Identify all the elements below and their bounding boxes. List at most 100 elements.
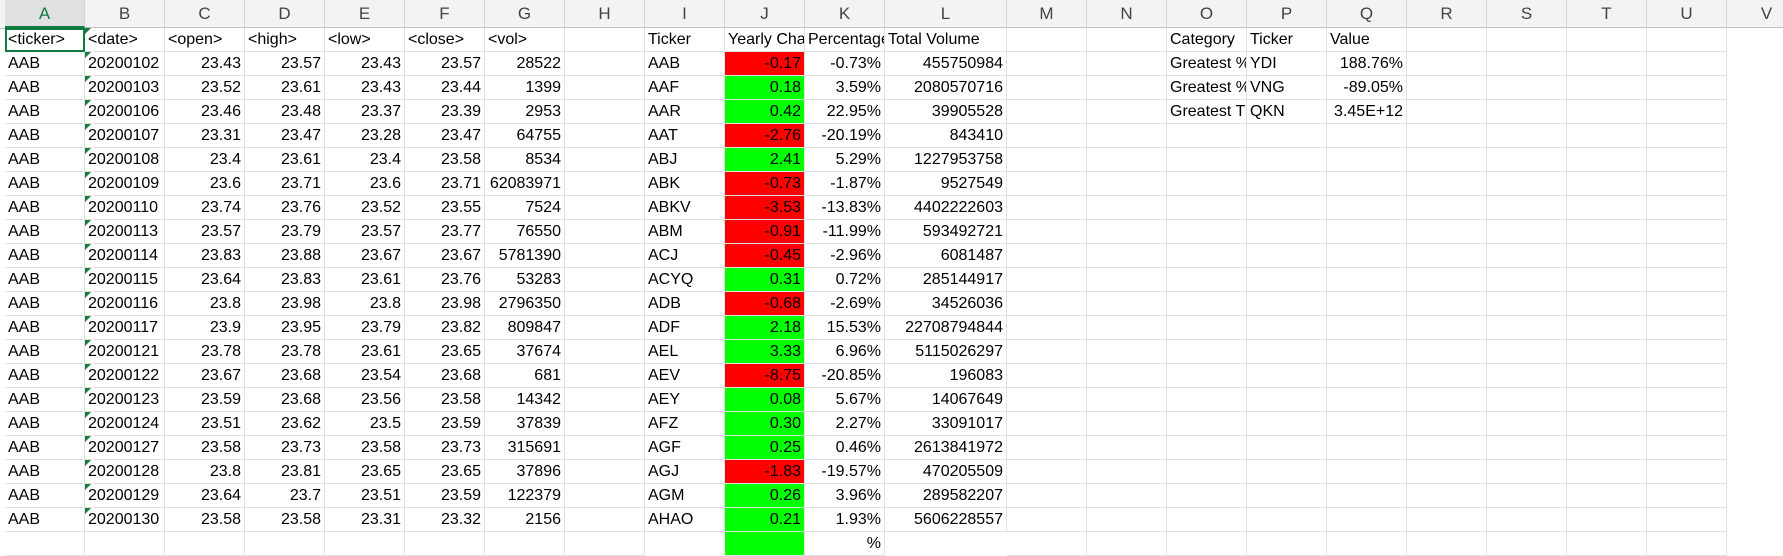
- price-cell[interactable]: 5781390: [485, 244, 565, 268]
- empty-cell[interactable]: [1647, 484, 1727, 508]
- price-cell[interactable]: 23.65: [405, 460, 485, 484]
- price-cell[interactable]: 62083971: [485, 172, 565, 196]
- summary-ticker-cell[interactable]: AGJ: [645, 460, 725, 484]
- price-cell[interactable]: 23.67: [165, 364, 245, 388]
- empty-cell[interactable]: [1487, 532, 1567, 556]
- ticker-cell[interactable]: AAB: [5, 76, 85, 100]
- empty-cell[interactable]: [1327, 364, 1407, 388]
- empty-cell[interactable]: [1247, 316, 1327, 340]
- total-volume-cell[interactable]: 6081487: [885, 244, 1007, 268]
- empty-cell[interactable]: [1167, 292, 1247, 316]
- price-cell[interactable]: 23.8: [165, 292, 245, 316]
- price-cell[interactable]: 8534: [485, 148, 565, 172]
- summary-header-cell[interactable]: Total Volume: [885, 28, 1007, 52]
- empty-cell[interactable]: [1407, 52, 1487, 76]
- empty-cell[interactable]: [1487, 124, 1567, 148]
- empty-cell[interactable]: [1007, 196, 1087, 220]
- price-cell[interactable]: 23.48: [245, 100, 325, 124]
- total-volume-cell[interactable]: 2613841972: [885, 436, 1007, 460]
- empty-cell[interactable]: [1327, 244, 1407, 268]
- price-cell[interactable]: 23.68: [245, 388, 325, 412]
- price-cell[interactable]: 14342: [485, 388, 565, 412]
- ticker-cell[interactable]: AAB: [5, 196, 85, 220]
- price-cell[interactable]: 23.61: [245, 148, 325, 172]
- price-cell[interactable]: 23.71: [245, 172, 325, 196]
- empty-cell[interactable]: [1007, 124, 1087, 148]
- ticker-cell[interactable]: AAB: [5, 268, 85, 292]
- empty-cell[interactable]: [165, 532, 245, 556]
- price-cell[interactable]: 23.73: [245, 436, 325, 460]
- price-cell[interactable]: 23.83: [245, 268, 325, 292]
- price-cell[interactable]: 2156: [485, 508, 565, 532]
- price-cell[interactable]: 2796350: [485, 292, 565, 316]
- empty-cell[interactable]: [1247, 364, 1327, 388]
- empty-cell[interactable]: [1327, 124, 1407, 148]
- summary-ticker-cell[interactable]: AAF: [645, 76, 725, 100]
- empty-cell[interactable]: [1567, 508, 1647, 532]
- summary-ticker-cell[interactable]: ABK: [645, 172, 725, 196]
- price-cell[interactable]: 23.58: [165, 508, 245, 532]
- column-header-o[interactable]: O: [1167, 0, 1247, 28]
- price-cell[interactable]: 23.9: [165, 316, 245, 340]
- total-volume-cell[interactable]: 22708794844: [885, 316, 1007, 340]
- summary-ticker-cell[interactable]: AAB: [645, 52, 725, 76]
- empty-cell[interactable]: [1487, 196, 1567, 220]
- empty-cell[interactable]: [1567, 484, 1647, 508]
- price-cell[interactable]: 23.57: [325, 220, 405, 244]
- yearly-change-cell[interactable]: 0.30: [725, 412, 805, 436]
- empty-cell[interactable]: [1567, 532, 1647, 556]
- price-cell[interactable]: 23.71: [405, 172, 485, 196]
- empty-cell[interactable]: [85, 532, 165, 556]
- summary-header-cell[interactable]: Yearly Cha: [725, 28, 805, 52]
- percent-change-cell[interactable]: 22.95%: [805, 100, 885, 124]
- header-cell[interactable]: <high>: [245, 28, 325, 52]
- empty-cell[interactable]: [1087, 436, 1167, 460]
- empty-cell[interactable]: [1007, 28, 1087, 52]
- summary-ticker-cell[interactable]: ABJ: [645, 148, 725, 172]
- empty-cell[interactable]: [1247, 196, 1327, 220]
- summary-ticker-cell[interactable]: AHAO: [645, 508, 725, 532]
- column-header-h[interactable]: H: [565, 0, 645, 28]
- empty-cell[interactable]: [1327, 340, 1407, 364]
- price-cell[interactable]: 23.61: [325, 268, 405, 292]
- empty-cell[interactable]: [1407, 460, 1487, 484]
- date-cell[interactable]: 20200103: [85, 76, 165, 100]
- price-cell[interactable]: 23.65: [405, 340, 485, 364]
- percent-change-cell[interactable]: 15.53%: [805, 316, 885, 340]
- price-cell[interactable]: 23.58: [165, 436, 245, 460]
- empty-cell[interactable]: [1407, 220, 1487, 244]
- price-cell[interactable]: 122379: [485, 484, 565, 508]
- empty-cell[interactable]: [1007, 244, 1087, 268]
- empty-cell[interactable]: [565, 436, 645, 460]
- yearly-change-cell[interactable]: -8.75: [725, 364, 805, 388]
- summary-ticker-cell[interactable]: ADF: [645, 316, 725, 340]
- empty-cell[interactable]: [1247, 388, 1327, 412]
- ticker-cell[interactable]: AAB: [5, 172, 85, 196]
- empty-cell[interactable]: [1487, 268, 1567, 292]
- percent-change-cell[interactable]: 5.29%: [805, 148, 885, 172]
- empty-cell[interactable]: [565, 412, 645, 436]
- price-cell[interactable]: 23.98: [405, 292, 485, 316]
- column-header-r[interactable]: R: [1407, 0, 1487, 28]
- date-cell[interactable]: 20200114: [85, 244, 165, 268]
- price-cell[interactable]: 23.39: [405, 100, 485, 124]
- empty-cell[interactable]: [565, 388, 645, 412]
- yearly-change-cell[interactable]: 3.33: [725, 340, 805, 364]
- date-cell[interactable]: 20200117: [85, 316, 165, 340]
- price-cell[interactable]: 23.43: [325, 76, 405, 100]
- empty-cell[interactable]: [1567, 148, 1647, 172]
- empty-cell[interactable]: [565, 28, 645, 52]
- empty-cell[interactable]: [1087, 412, 1167, 436]
- empty-cell[interactable]: [1647, 196, 1727, 220]
- yearly-change-cell[interactable]: [725, 532, 805, 556]
- empty-cell[interactable]: [1567, 340, 1647, 364]
- price-cell[interactable]: 23.77: [405, 220, 485, 244]
- empty-cell[interactable]: [565, 244, 645, 268]
- empty-cell[interactable]: [1247, 436, 1327, 460]
- column-header-t[interactable]: T: [1567, 0, 1647, 28]
- empty-cell[interactable]: [1407, 196, 1487, 220]
- greatest-ticker-cell[interactable]: YDI: [1247, 52, 1327, 76]
- date-cell[interactable]: 20200107: [85, 124, 165, 148]
- date-cell[interactable]: 20200116: [85, 292, 165, 316]
